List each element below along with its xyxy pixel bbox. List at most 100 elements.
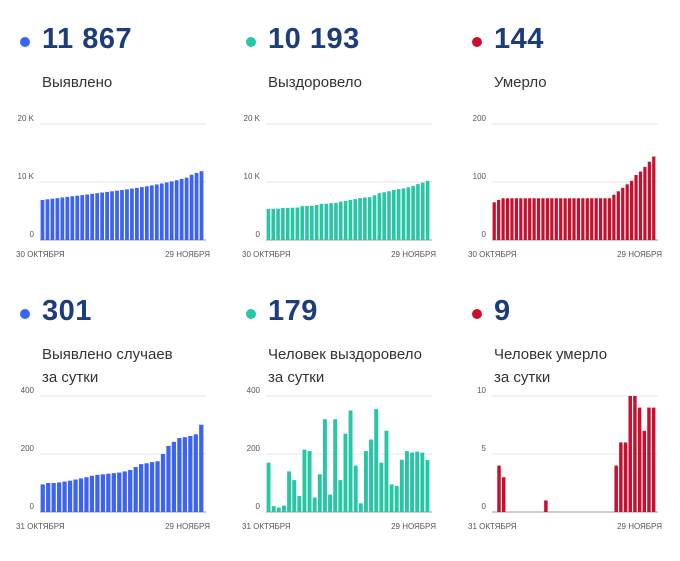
bar-chart: 0 10 K 20 K 30 ОКТЯБРЯ 29 НОЯБРЯ — [16, 114, 210, 259]
bar — [621, 187, 625, 240]
bar — [194, 172, 199, 240]
stat-label: Выздоровело — [268, 71, 362, 94]
bar — [333, 419, 338, 512]
bar — [139, 464, 144, 512]
stat-label-line: Человек выздоровело — [268, 346, 422, 363]
bar — [106, 473, 111, 512]
bar — [406, 187, 411, 240]
x-tick-label-start: 30 ОКТЯБРЯ — [242, 250, 291, 259]
bar — [105, 191, 109, 240]
bar — [295, 207, 300, 240]
bar — [652, 156, 656, 240]
y-tick-label: 20 K — [18, 114, 35, 123]
bar — [598, 198, 603, 240]
bar — [358, 503, 363, 512]
bar — [307, 451, 312, 512]
y-tick-label: 10 K — [18, 172, 35, 181]
bar — [271, 208, 276, 240]
panel-cases-total: 11 867 Выявлено 0 10 K 20 K 30 ОКТЯБРЯ 29 НОЯБ… — [16, 23, 236, 286]
bar — [545, 198, 550, 240]
bar — [528, 198, 532, 240]
bar — [122, 471, 127, 512]
bar — [184, 177, 189, 240]
bar — [647, 407, 651, 512]
panel-recovered-total: 10 193 Выздоровело 0 10 K 20 K 30 ОКТЯБРЯ 29 Н… — [242, 23, 462, 286]
legend-dot — [472, 309, 482, 319]
legend-dot — [472, 37, 482, 47]
stat-label: Человек умерло за сутки — [494, 343, 607, 389]
bar — [285, 207, 290, 240]
bar-chart: 0 200 400 31 ОКТЯБРЯ 29 НОЯБРЯ — [16, 386, 210, 531]
bar — [100, 192, 105, 240]
bar — [297, 496, 302, 512]
bar — [281, 505, 286, 512]
bar — [625, 184, 629, 240]
y-tick-label: 5 — [482, 444, 487, 453]
bar — [164, 182, 169, 240]
bar — [51, 483, 56, 512]
stat-number: 9 — [494, 295, 511, 327]
bar — [614, 465, 618, 512]
bar — [576, 198, 581, 240]
bar — [616, 191, 620, 240]
stat-label-line: Выявлено случаев — [42, 346, 173, 363]
bar — [266, 462, 271, 512]
bar — [497, 465, 501, 512]
bar — [95, 474, 100, 512]
bar — [510, 198, 514, 240]
bar — [310, 205, 314, 240]
y-tick-label: 0 — [256, 502, 261, 511]
bar — [40, 199, 45, 240]
bar — [46, 483, 51, 512]
bar — [128, 469, 133, 512]
bar — [563, 198, 567, 240]
bar-chart: 0 100 200 30 ОКТЯБРЯ 29 НОЯБРЯ — [468, 114, 662, 259]
bar — [193, 434, 198, 512]
x-tick-label-end: 29 НОЯБРЯ — [617, 522, 662, 531]
bar — [612, 194, 616, 240]
bar — [159, 183, 164, 240]
bar — [155, 461, 160, 512]
bar — [328, 494, 333, 512]
bar — [40, 484, 45, 512]
bar — [514, 198, 518, 240]
bar — [276, 507, 281, 512]
bar — [57, 482, 62, 512]
bar — [149, 185, 154, 240]
bar — [166, 445, 171, 512]
stat-label-line: за сутки — [494, 369, 551, 386]
bar — [179, 178, 184, 240]
bar-chart: 0 5 10 31 ОКТЯБРЯ 29 НОЯБРЯ — [468, 386, 662, 531]
bar — [420, 182, 425, 240]
bar — [379, 462, 384, 512]
bar — [536, 198, 541, 240]
bar — [292, 480, 297, 512]
bar — [374, 409, 379, 512]
bar — [338, 201, 343, 240]
bar — [343, 433, 348, 512]
bar — [643, 166, 647, 240]
bar — [416, 184, 420, 240]
bar — [174, 180, 179, 240]
y-tick-label: 0 — [256, 230, 261, 239]
bar — [607, 198, 612, 240]
bar — [425, 460, 430, 512]
bar — [65, 196, 70, 240]
stat-label: Умерло — [494, 71, 547, 94]
bar — [199, 424, 204, 512]
bar — [501, 198, 505, 240]
bar — [394, 485, 399, 512]
bar — [55, 198, 60, 240]
x-tick-label-end: 29 НОЯБРЯ — [391, 250, 436, 259]
bar — [78, 478, 84, 512]
bar-chart: 0 10 K 20 K 30 ОКТЯБРЯ 29 НОЯБРЯ — [242, 114, 436, 259]
bar — [619, 442, 623, 512]
bar — [387, 191, 391, 240]
bar — [353, 465, 358, 512]
bar — [322, 419, 327, 512]
bar — [314, 205, 319, 240]
bar — [117, 472, 122, 512]
bar — [384, 430, 389, 512]
bar — [590, 198, 594, 240]
bar — [638, 171, 643, 240]
